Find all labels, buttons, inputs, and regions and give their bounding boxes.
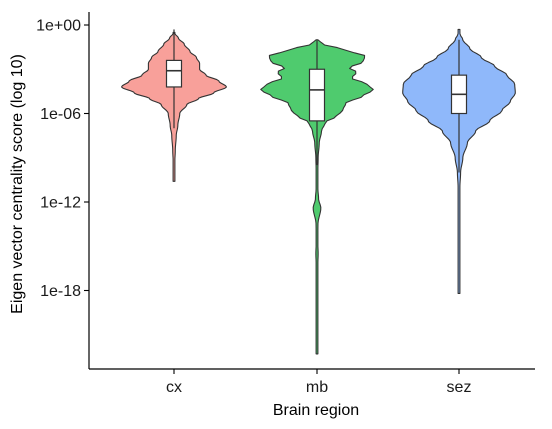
y-ticks: 1e+00 1e-06 1e-12 1e-18	[36, 18, 89, 300]
x-ticks: cx mb sez	[166, 369, 471, 396]
axes-layer	[88, 12, 535, 370]
y-tick-label: 1e-12	[40, 195, 81, 212]
x-tick-label-sez: sez	[447, 379, 472, 396]
x-tick-label-cx: cx	[166, 379, 182, 396]
violin-mb	[260, 39, 374, 355]
x-tick-label-mb: mb	[306, 379, 328, 396]
y-tick-label: 1e+00	[36, 18, 81, 35]
box-mb	[308, 68, 326, 122]
y-tick-label: 1e-06	[40, 106, 81, 123]
violins-layer	[120, 28, 516, 355]
y-axis-title: Eigen vector centrality score (log 10)	[9, 54, 26, 314]
box-cx	[165, 59, 183, 88]
y-tick-label: 1e-18	[40, 283, 81, 300]
x-axis-title: Brain region	[273, 402, 359, 419]
